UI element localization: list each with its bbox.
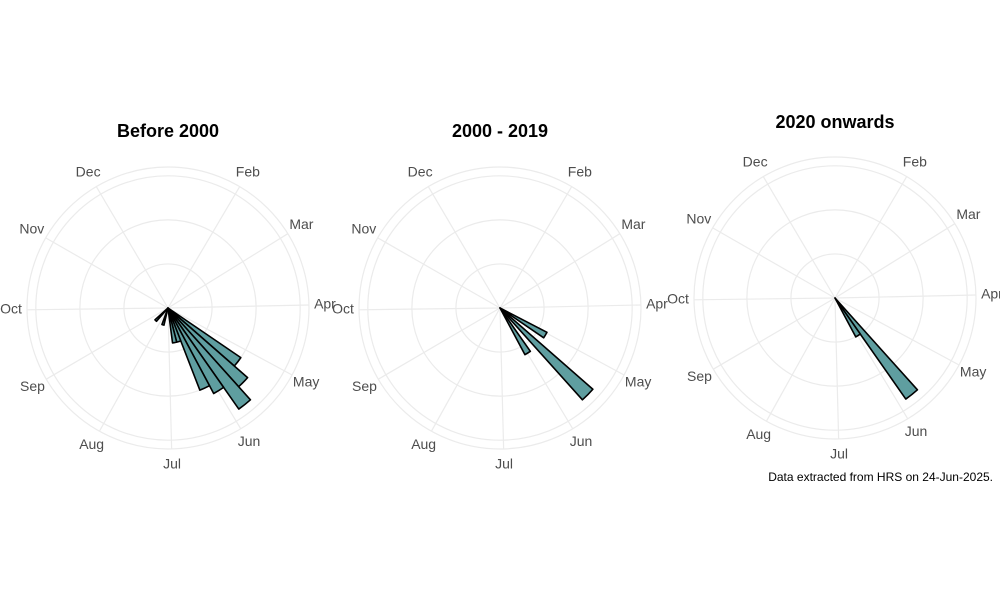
grid-spoke (834, 294, 976, 299)
grid-circle (367, 175, 633, 441)
x-tick-label: Feb (236, 164, 260, 180)
x-tick-label: Feb (568, 164, 592, 180)
bar (161, 307, 169, 326)
x-tick-label: Jul (495, 456, 513, 472)
bar (167, 307, 178, 344)
grid-spoke (762, 176, 836, 299)
x-tick-label: Jun (238, 433, 261, 449)
x-tick-label: Sep (687, 368, 712, 384)
x-tick-label: Oct (667, 291, 689, 307)
grid-spoke (765, 297, 836, 422)
grid-circle (746, 209, 924, 387)
x-tick-label: Mar (956, 206, 980, 222)
bar (499, 307, 548, 339)
x-tick-label: Dec (408, 164, 433, 180)
grid-spoke (499, 233, 621, 309)
x-tick-label: Jul (830, 446, 848, 462)
grid-circle (26, 166, 310, 450)
grid-circle (702, 165, 968, 431)
grid-spoke (167, 307, 293, 376)
x-tick-label: Feb (903, 154, 927, 170)
x-tick-label: Nov (19, 221, 44, 237)
grid-spoke (167, 233, 289, 309)
x-tick-label: May (960, 363, 986, 379)
grid-spoke (377, 237, 501, 309)
panel: Feb Mar Apr May Jun Jul Aug Sep Oct Nov Dec 2020 on… (667, 112, 1000, 462)
x-tick-label: Jun (905, 423, 928, 439)
x-tick-label: Dec (743, 154, 768, 170)
chart-title: 2000 - 2019 (452, 121, 548, 141)
caption: Data extracted from HRS on 24-Jun-2025. (768, 470, 993, 484)
chart-title: 2020 onwards (775, 112, 894, 132)
panel: Feb Mar Apr May Jun Jul Aug Sep Oct Nov Dec 2000 - … (332, 121, 668, 472)
grid-circle (35, 175, 301, 441)
grid-spoke (359, 307, 501, 311)
x-tick-label: Apr (981, 285, 1000, 301)
grid-spoke (98, 307, 169, 432)
x-tick-label: Oct (0, 301, 22, 317)
x-tick-label: Dec (76, 164, 101, 180)
chart-title: Before 2000 (117, 121, 219, 141)
x-tick-label: Aug (411, 436, 436, 452)
bar (499, 307, 532, 356)
bar (167, 307, 211, 391)
x-tick-label: May (625, 373, 651, 389)
grid-circle (358, 166, 642, 450)
grid-spoke (499, 307, 505, 449)
bar (834, 297, 862, 338)
x-tick-label: Mar (621, 216, 645, 232)
x-tick-label: Mar (289, 216, 313, 232)
x-tick-label: Apr (646, 295, 668, 311)
grid-spoke (499, 186, 573, 309)
grid-spoke (45, 237, 169, 309)
grid-spoke (834, 176, 908, 299)
x-tick-label: Aug (746, 426, 771, 442)
x-tick-label: Jul (163, 456, 181, 472)
grid-spoke (712, 297, 836, 370)
grid-spoke (427, 186, 501, 309)
grid-spoke (45, 307, 169, 380)
grid-spoke (167, 186, 241, 309)
x-tick-label: Nov (686, 211, 711, 227)
grid-circle (411, 219, 589, 397)
bar (834, 297, 919, 400)
grid-spoke (377, 307, 501, 380)
grid-spoke (95, 186, 169, 309)
x-tick-label: Jun (570, 433, 593, 449)
x-tick-label: Apr (314, 295, 336, 311)
bar (167, 307, 252, 410)
panel: Feb Mar Apr May Jun Jul Aug Sep Oct Nov Dec Before … (0, 121, 336, 472)
bar (167, 307, 225, 395)
x-tick-label: May (293, 373, 319, 389)
grid-spoke (27, 307, 169, 311)
grid-spoke (430, 307, 501, 432)
grid-spoke (834, 297, 840, 439)
grid-circle (79, 219, 257, 397)
grid-spoke (834, 223, 956, 299)
grid-spoke (167, 307, 173, 449)
grid-spoke (712, 227, 836, 299)
bar (499, 307, 594, 401)
grid-spoke (834, 297, 960, 366)
x-tick-label: Sep (352, 378, 377, 394)
bar (154, 307, 169, 323)
grid-spoke (694, 297, 836, 301)
x-tick-label: Sep (20, 378, 45, 394)
x-tick-label: Aug (79, 436, 104, 452)
grid-spoke (167, 304, 309, 309)
grid-circle (693, 156, 977, 440)
grid-spoke (499, 304, 641, 309)
x-tick-label: Oct (332, 301, 354, 317)
x-tick-label: Nov (351, 221, 376, 237)
